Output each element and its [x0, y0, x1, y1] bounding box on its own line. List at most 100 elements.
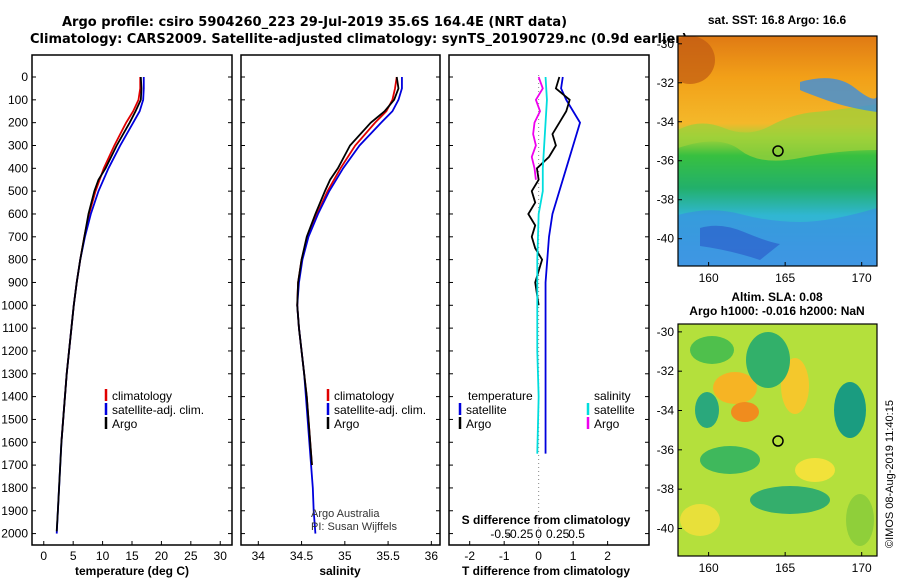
- depth-tick-label: 1900: [1, 504, 28, 518]
- x-tick-label: 35: [338, 549, 352, 563]
- top-x-tick-label: -0.25: [506, 527, 534, 541]
- depth-tick-label: 800: [8, 253, 28, 267]
- temperature-panel: 0100200300400500600700800900100011001200…: [1, 54, 233, 578]
- depth-tick-label: 700: [8, 230, 28, 244]
- sst-blue-patch: [700, 225, 780, 260]
- salinity-panel: 34 34.5 35 35.5 36 climatologysatellite-adj.…: [240, 54, 441, 578]
- depth-tick-label: 1200: [1, 344, 28, 358]
- series-line: [544, 76, 582, 454]
- legend-label: Argo: [594, 417, 620, 431]
- legend-label: Argo: [466, 417, 492, 431]
- x-tick-label: -1: [499, 549, 510, 563]
- sst-argo-marker: [772, 145, 784, 157]
- depth-tick-label: 1600: [1, 435, 28, 449]
- legend-title-right: salinity: [594, 389, 631, 403]
- sla-low-6: [750, 486, 830, 514]
- sst-cool-south: [678, 208, 877, 266]
- credit-line-2: PI: Susan Wijffels: [311, 521, 397, 533]
- sla-frame: [677, 323, 878, 557]
- x-tick-label: 1: [570, 549, 577, 563]
- sst-warm-patch: [678, 36, 715, 84]
- sla-map-title-2: Argo h1000: -0.016 h2000: NaN: [689, 304, 864, 318]
- lat-tick-label: -40: [657, 232, 675, 246]
- legend-label: satellite: [594, 403, 635, 417]
- sla-high-1: [713, 372, 757, 404]
- depth-tick-label: 1500: [1, 412, 28, 426]
- lat-tick-label: -32: [657, 76, 675, 90]
- lat-tick-label: -34: [657, 115, 675, 129]
- sla-high-5: [680, 504, 720, 536]
- sla-low-5: [700, 446, 760, 474]
- credit-line-1: Argo Australia: [311, 508, 380, 520]
- series-line: [55, 77, 145, 534]
- lat-tick-label: -38: [657, 482, 675, 496]
- temperature-xlabel: temperature (deg C): [75, 564, 189, 578]
- legend-label: climatology: [112, 389, 172, 403]
- header-line-2: Climatology: CARS2009. Satellite-adjuste…: [30, 32, 688, 47]
- difference-panel: -2 -1 0 1 2 -0.5-0.25 0 0.250.5 temperature sali…: [448, 54, 650, 578]
- difference-axes: -2 -1 0 1 2 -0.5-0.25 0 0.250.5: [449, 75, 649, 563]
- imos-credit: ©IMOS 08-Aug-2019 11:40:15: [884, 400, 896, 548]
- lat-tick-label: -34: [657, 404, 675, 418]
- difference-frame: [448, 54, 650, 546]
- series-line: [530, 76, 544, 180]
- legend-title-left: temperature: [468, 389, 533, 403]
- lon-tick-label: 170: [852, 271, 872, 285]
- lon-tick-label: 165: [775, 561, 795, 575]
- sla-low-4: [834, 382, 866, 438]
- lat-tick-label: -40: [657, 521, 675, 535]
- lat-tick-label: -36: [657, 154, 675, 168]
- depth-tick-label: 1800: [1, 481, 28, 495]
- lat-tick-label: -38: [657, 193, 675, 207]
- sst-frame: [677, 35, 878, 267]
- legend-label: satellite-adj. clim.: [334, 403, 426, 417]
- temperature-axes: 0100200300400500600700800900100011001200…: [1, 70, 232, 563]
- x-tick-label: 0: [40, 549, 47, 563]
- sst-front: [678, 104, 877, 161]
- sst-axes: 160 165 170 -30 -32 -34 -36 -38 -40: [657, 37, 872, 285]
- lat-tick-label: -36: [657, 443, 675, 457]
- lat-tick-label: -30: [657, 325, 675, 339]
- x-tick-label: 0: [535, 549, 542, 563]
- depth-tick-label: 2000: [1, 527, 28, 541]
- series-line: [296, 76, 400, 466]
- top-x-tick-label: -0.5: [490, 527, 511, 541]
- depth-tick-label: 1300: [1, 367, 28, 381]
- x-tick-label: 10: [96, 549, 110, 563]
- legend-label: Argo: [334, 417, 360, 431]
- legend-label: satellite: [466, 403, 507, 417]
- depth-tick-label: 1700: [1, 458, 28, 472]
- lat-tick-label: -32: [657, 364, 675, 378]
- x-tick-label: 20: [155, 549, 169, 563]
- top-x-tick-label: 0: [535, 527, 542, 541]
- sla-high-3: [781, 358, 809, 414]
- lon-tick-label: 160: [699, 271, 719, 285]
- x-tick-label: 2: [604, 549, 611, 563]
- sla-axes: 160 165 170 -30 -32 -34 -36 -38 -40: [657, 325, 872, 575]
- x-tick-label: 36: [425, 549, 439, 563]
- x-tick-label: 35.5: [376, 549, 400, 563]
- legend-label: satellite-adj. clim.: [112, 403, 204, 417]
- legend-label: Argo: [112, 417, 138, 431]
- sla-map: Altim. SLA: 0.08 Argo h1000: -0.016 h200…: [657, 290, 878, 575]
- sla-low-2: [746, 332, 790, 388]
- sla-argo-marker: [772, 435, 784, 447]
- salinity-xlabel: salinity: [319, 564, 361, 578]
- depth-tick-label: 1000: [1, 298, 28, 312]
- header-line-1: Argo profile: csiro 5904260_223 29-Jul-2…: [62, 15, 567, 30]
- depth-tick-label: 200: [8, 116, 28, 130]
- sla-low-3: [695, 392, 719, 428]
- depth-tick-label: 500: [8, 184, 28, 198]
- x-tick-label: -2: [464, 549, 475, 563]
- sst-map-title: sat. SST: 16.8 Argo: 16.6: [708, 13, 847, 27]
- salinity-frame: [240, 54, 441, 546]
- series-line: [55, 76, 143, 532]
- x-tick-label: 30: [214, 549, 228, 563]
- sla-mid-1: [846, 494, 874, 546]
- depth-tick-label: 1100: [2, 321, 28, 335]
- lon-tick-label: 160: [699, 561, 719, 575]
- depth-tick-label: 600: [8, 207, 28, 221]
